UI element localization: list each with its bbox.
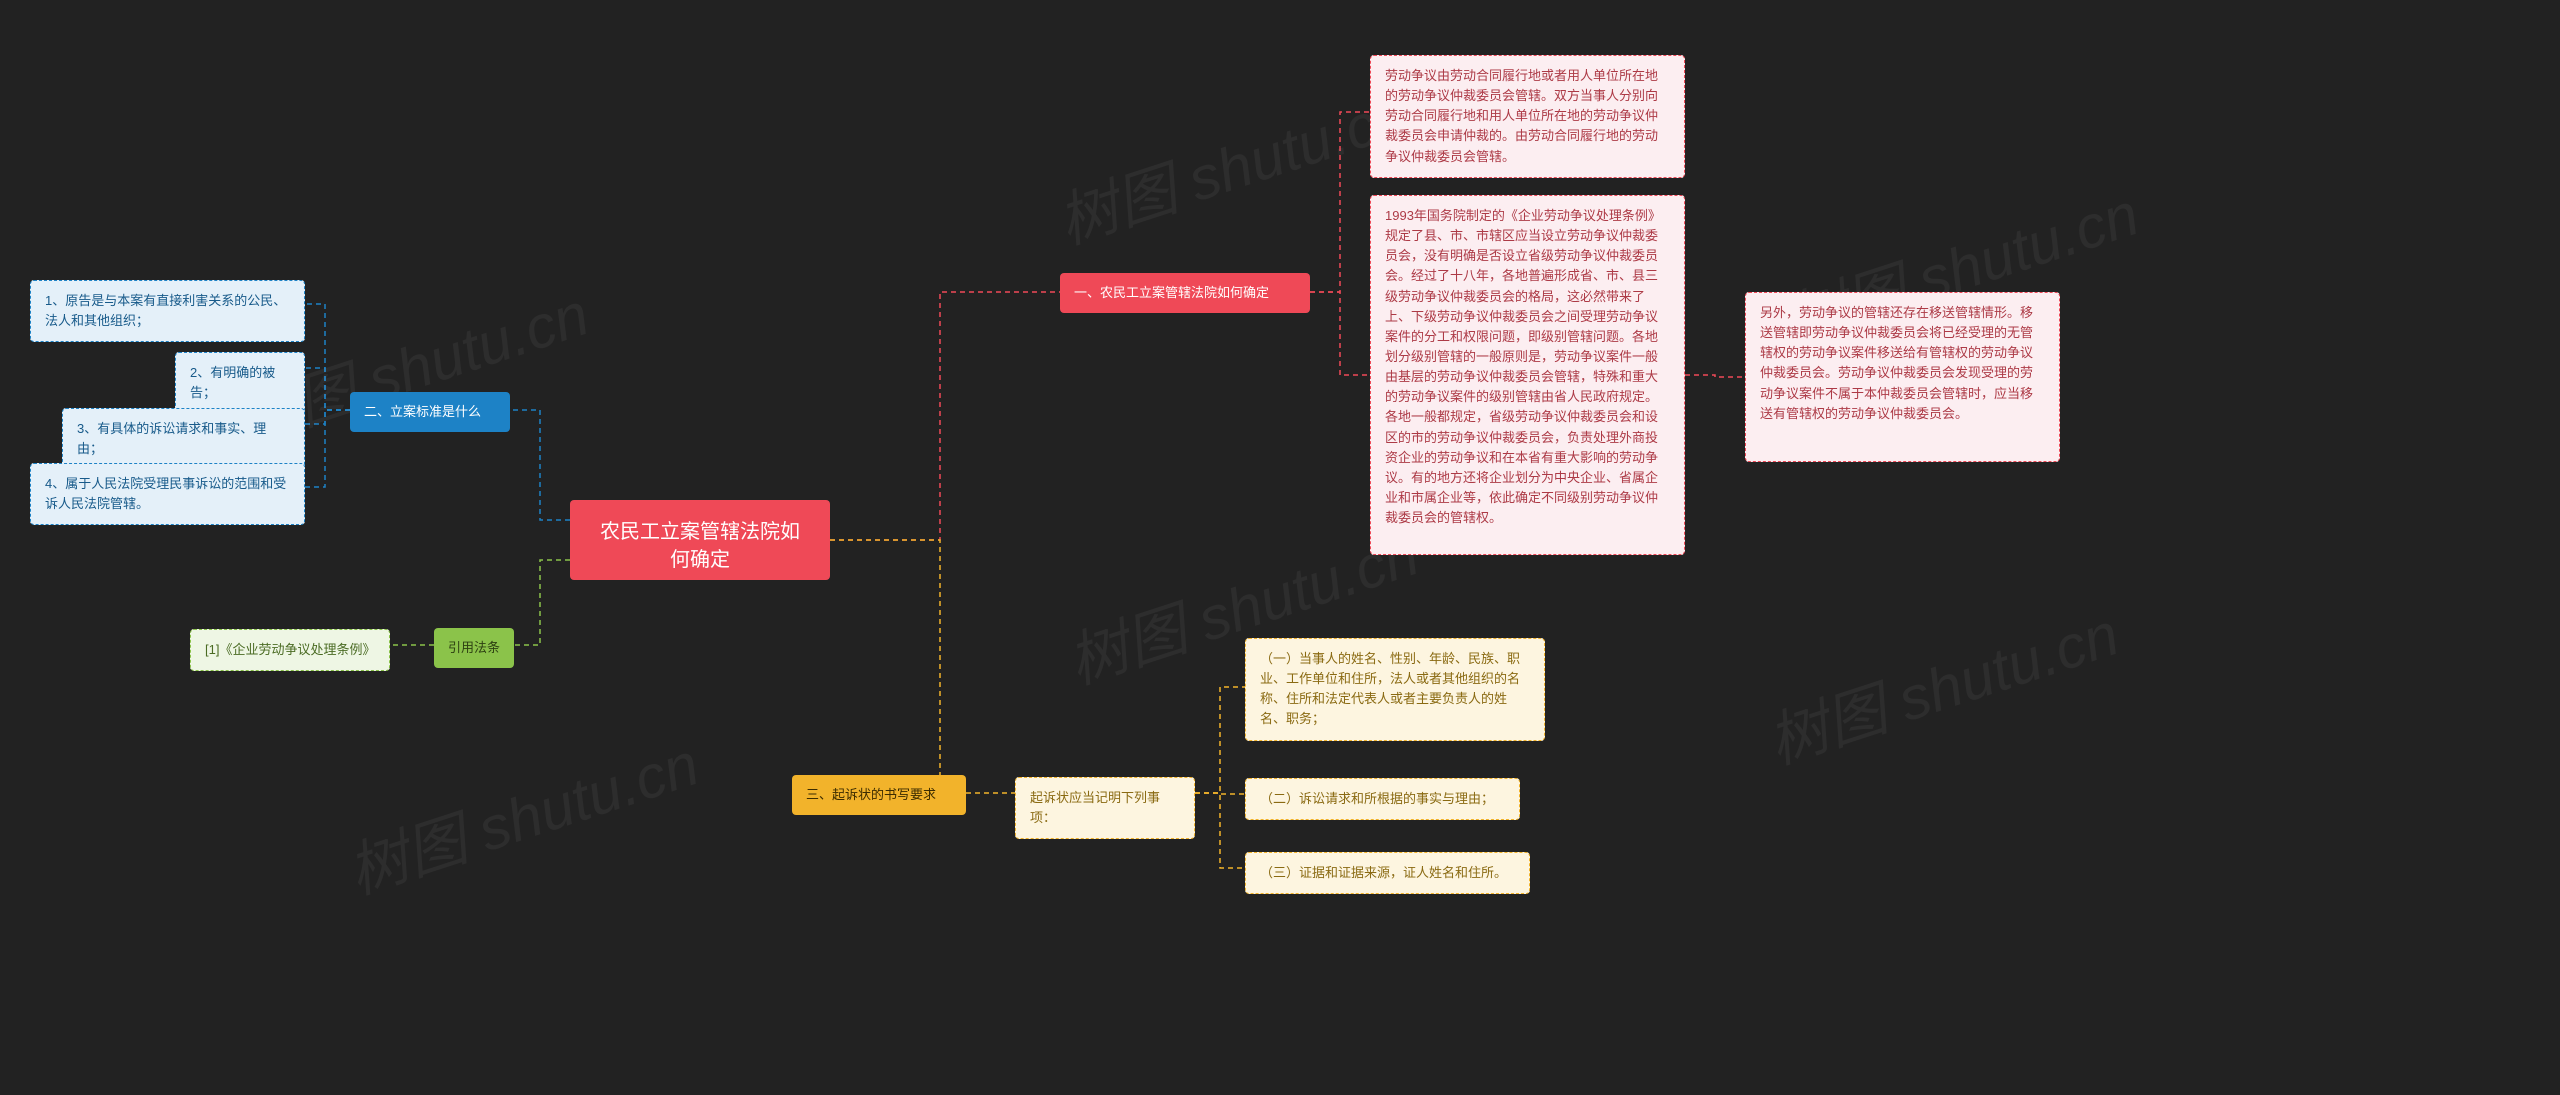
connector: [1310, 292, 1370, 375]
branch-3-child-1c[interactable]: （三）证据和证据来源，证人姓名和住所。: [1245, 852, 1530, 894]
connector: [305, 410, 350, 487]
node-text: 1993年国务院制定的《企业劳动争议处理条例》规定了县、市、市辖区应当设立劳动争…: [1385, 208, 1661, 525]
connector: [1195, 687, 1245, 793]
branch-2-label: 二、立案标准是什么: [364, 404, 481, 419]
node-text: （三）证据和证据来源，证人姓名和住所。: [1260, 865, 1507, 880]
branch-3-label: 三、起诉状的书写要求: [806, 787, 936, 802]
connector: [1310, 112, 1370, 292]
branch-4-child-1[interactable]: [1]《企业劳动争议处理条例》: [190, 629, 390, 671]
node-text: [1]《企业劳动争议处理条例》: [205, 642, 375, 657]
branch-3-child-1b[interactable]: （二）诉讼请求和所根据的事实与理由；: [1245, 778, 1520, 820]
branch-4-citation[interactable]: 引用法条: [434, 628, 514, 668]
watermark: 树图 shutu.cn: [335, 716, 708, 911]
branch-1-child-2[interactable]: 1993年国务院制定的《企业劳动争议处理条例》规定了县、市、市辖区应当设立劳动争…: [1370, 195, 1685, 555]
branch-2-filing-standard[interactable]: 二、立案标准是什么: [350, 392, 510, 432]
branch-1-child-1[interactable]: 劳动争议由劳动合同履行地或者用人单位所在地的劳动争议仲裁委员会管辖。双方当事人分…: [1370, 55, 1685, 178]
connector: [1195, 793, 1245, 794]
branch-1-label: 一、农民工立案管辖法院如何确定: [1074, 285, 1269, 300]
branch-2-child-1[interactable]: 1、原告是与本案有直接利害关系的公民、法人和其他组织；: [30, 280, 305, 342]
connector: [305, 410, 350, 424]
node-text: （二）诉讼请求和所根据的事实与理由；: [1260, 791, 1494, 806]
node-text: （一）当事人的姓名、性别、年龄、民族、职业、工作单位和住所，法人或者其他组织的名…: [1260, 651, 1520, 726]
node-text: 另外，劳动争议的管辖还存在移送管辖情形。移送管辖即劳动争议仲裁委员会将已经受理的…: [1760, 305, 2033, 421]
node-text: 4、属于人民法院受理民事诉讼的范围和受诉人民法院管辖。: [45, 476, 286, 511]
connector: [830, 292, 1060, 540]
connector: [1685, 375, 1745, 377]
watermark: 树图 shutu.cn: [1755, 586, 2128, 781]
connector: [514, 560, 570, 645]
root-label: 农民工立案管辖法院如何确定: [600, 521, 800, 571]
connector: [1195, 793, 1245, 868]
node-text: 起诉状应当记明下列事项：: [1030, 790, 1160, 825]
branch-2-child-2[interactable]: 2、有明确的被告；: [175, 352, 305, 414]
node-text: 1、原告是与本案有直接利害关系的公民、法人和其他组织；: [45, 293, 286, 328]
branch-3-child-1a[interactable]: （一）当事人的姓名、性别、年龄、民族、职业、工作单位和住所，法人或者其他组织的名…: [1245, 638, 1545, 741]
watermark: 树图 shutu.cn: [1045, 66, 1418, 261]
branch-3-complaint-writing[interactable]: 三、起诉状的书写要求: [792, 775, 966, 815]
node-text: 劳动争议由劳动合同履行地或者用人单位所在地的劳动争议仲裁委员会管辖。双方当事人分…: [1385, 68, 1658, 164]
node-text: 3、有具体的诉讼请求和事实、理由；: [77, 421, 266, 456]
branch-4-label: 引用法条: [448, 640, 500, 655]
node-text: 2、有明确的被告；: [190, 365, 275, 400]
branch-1-jurisdiction[interactable]: 一、农民工立案管辖法院如何确定: [1060, 273, 1310, 313]
connector: [305, 368, 350, 410]
mindmap-root[interactable]: 农民工立案管辖法院如何确定: [570, 500, 830, 580]
connector-layer: [0, 0, 2560, 1095]
branch-1-child-2-sub[interactable]: 另外，劳动争议的管辖还存在移送管辖情形。移送管辖即劳动争议仲裁委员会将已经受理的…: [1745, 292, 2060, 462]
branch-3-child-1[interactable]: 起诉状应当记明下列事项：: [1015, 777, 1195, 839]
branch-2-child-4[interactable]: 4、属于人民法院受理民事诉讼的范围和受诉人民法院管辖。: [30, 463, 305, 525]
branch-2-child-3[interactable]: 3、有具体的诉讼请求和事实、理由；: [62, 408, 305, 470]
connector: [305, 304, 350, 410]
connector: [510, 410, 570, 520]
